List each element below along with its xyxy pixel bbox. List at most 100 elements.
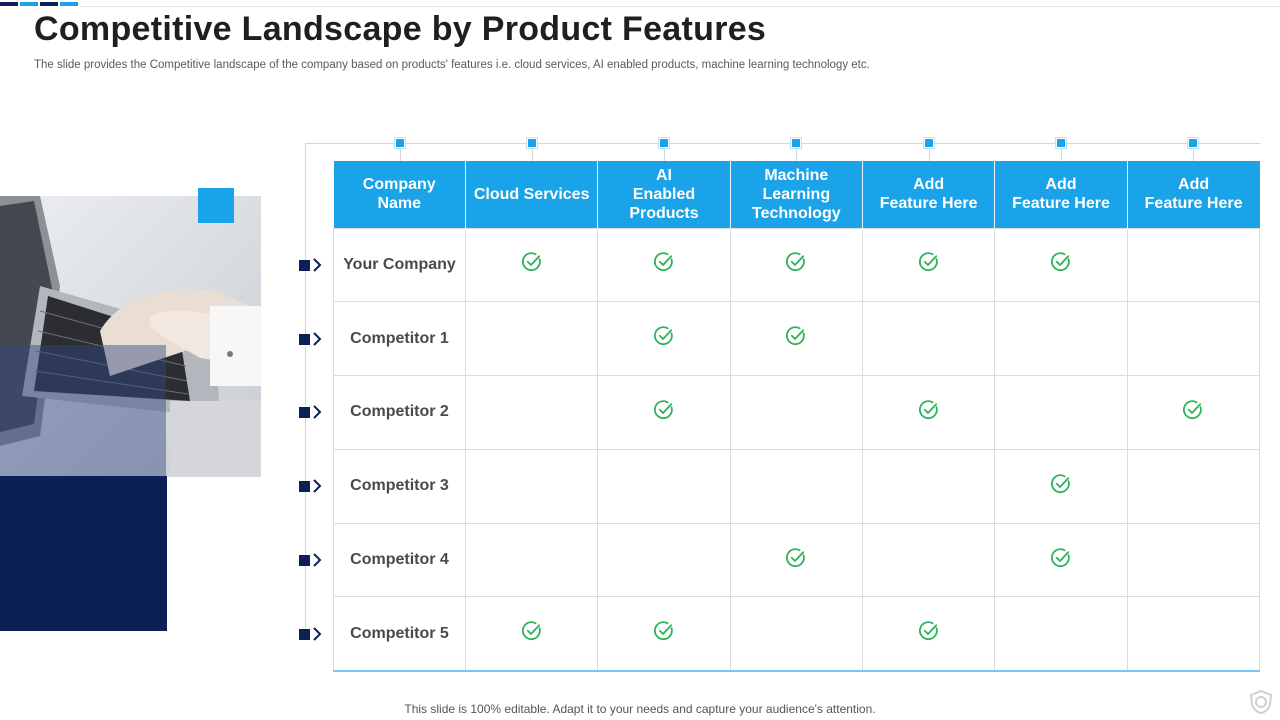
- company-name-cell: Competitor 5: [333, 596, 466, 672]
- feature-cell: [861, 448, 996, 524]
- company-name-cell: Competitor 4: [333, 522, 466, 598]
- feature-cell: [597, 522, 731, 598]
- header-divider: [80, 6, 1280, 7]
- footer-note: This slide is 100% editable. Adapt it to…: [404, 702, 876, 716]
- column-dot: [1055, 137, 1067, 149]
- feature-cell: [994, 448, 1128, 524]
- accent-bar: [40, 2, 58, 6]
- feature-table: Company Name Cloud Services AI Enabled P…: [333, 161, 1261, 672]
- row-marker: [299, 404, 325, 420]
- check-circle-icon: [918, 252, 940, 277]
- row-marker: [299, 257, 325, 273]
- check-circle-icon: [1050, 547, 1072, 573]
- feature-cell: [597, 596, 731, 672]
- feature-cell: [994, 227, 1128, 303]
- column-dot: [394, 137, 406, 149]
- header-add-feature-3: Add Feature Here: [1127, 161, 1260, 228]
- header-company-name: Company Name: [333, 161, 466, 228]
- slide-subtitle: The slide provides the Competitive lands…: [34, 59, 870, 71]
- column-connector: [664, 143, 665, 162]
- feature-cell: [1126, 596, 1261, 672]
- check-circle-icon: [653, 326, 675, 351]
- feature-cell: [464, 375, 599, 450]
- row-marker: [299, 552, 325, 568]
- feature-cell: [994, 301, 1128, 377]
- check-circle-icon: [785, 547, 807, 573]
- feature-cell: [861, 375, 996, 450]
- feature-cell: [994, 522, 1128, 598]
- feature-cell: [861, 227, 996, 303]
- table-row: Competitor 1: [333, 301, 1261, 377]
- header-cloud-services: Cloud Services: [465, 161, 599, 228]
- table-row: Competitor 3: [333, 448, 1261, 524]
- feature-cell: [597, 301, 731, 377]
- accent-bar: [60, 2, 78, 6]
- header-add-feature-2: Add Feature Here: [994, 161, 1128, 228]
- check-circle-icon: [785, 252, 807, 277]
- accent-square: [198, 188, 234, 223]
- column-dot: [1187, 137, 1199, 149]
- navy-block: [0, 476, 167, 631]
- feature-cell: [464, 522, 599, 598]
- feature-cell: [1126, 301, 1261, 377]
- check-circle-icon: [653, 252, 675, 277]
- check-circle-icon: [1050, 252, 1072, 277]
- column-connector: [532, 143, 533, 162]
- feature-cell: [861, 301, 996, 377]
- column-connector: [1193, 143, 1194, 162]
- feature-cell: [1126, 375, 1261, 450]
- column-connector: [929, 143, 930, 162]
- check-circle-icon: [521, 252, 543, 277]
- shield-icon: [1249, 689, 1273, 715]
- company-name-cell: Competitor 3: [333, 448, 466, 524]
- feature-cell: [994, 375, 1128, 450]
- check-circle-icon: [653, 400, 675, 425]
- marker-square: [299, 260, 310, 271]
- check-circle-icon: [653, 621, 675, 646]
- feature-cell: [464, 596, 599, 672]
- header-add-feature-1: Add Feature Here: [862, 161, 996, 228]
- table-row: Competitor 4: [333, 522, 1261, 598]
- column-dot: [923, 137, 935, 149]
- top-accent-bars: [0, 0, 1280, 6]
- feature-cell: [729, 596, 863, 672]
- feature-cell: [729, 375, 863, 450]
- feature-cell: [729, 448, 863, 524]
- row-marker: [299, 331, 325, 347]
- laptop-illustration: [0, 196, 261, 477]
- marker-square: [299, 481, 310, 492]
- column-connector: [1061, 143, 1062, 162]
- check-circle-icon: [918, 621, 940, 646]
- marker-square: [299, 629, 310, 640]
- company-name-cell: Competitor 1: [333, 301, 466, 377]
- column-connector: [796, 143, 797, 162]
- feature-cell: [597, 227, 731, 303]
- feature-cell: [1126, 522, 1261, 598]
- row-marker: [299, 478, 325, 494]
- frame-line: [305, 143, 306, 635]
- marker-square: [299, 407, 310, 418]
- column-connector: [400, 143, 401, 162]
- company-name-cell: Competitor 2: [333, 375, 466, 450]
- feature-cell: [861, 522, 996, 598]
- accent-bar: [20, 2, 38, 6]
- feature-cell: [1126, 227, 1261, 303]
- marker-square: [299, 334, 310, 345]
- check-circle-icon: [1182, 400, 1204, 425]
- check-circle-icon: [785, 326, 807, 351]
- feature-cell: [464, 301, 599, 377]
- feature-cell: [729, 301, 863, 377]
- column-dot: [658, 137, 670, 149]
- overlay-block: [0, 345, 166, 477]
- feature-cell: [1126, 448, 1261, 524]
- feature-cell: [464, 227, 599, 303]
- check-circle-icon: [521, 621, 543, 646]
- marker-square: [299, 555, 310, 566]
- table-row: Competitor 5: [333, 596, 1261, 672]
- column-dot: [526, 137, 538, 149]
- feature-cell: [861, 596, 996, 672]
- header-ai-enabled-products: AI Enabled Products: [597, 161, 731, 228]
- table-header-row: Company Name Cloud Services AI Enabled P…: [333, 161, 1260, 228]
- feature-cell: [729, 227, 863, 303]
- header-machine-learning: Machine Learning Technology: [730, 161, 863, 228]
